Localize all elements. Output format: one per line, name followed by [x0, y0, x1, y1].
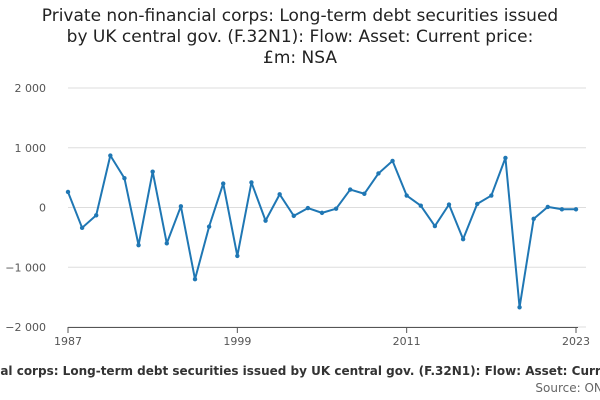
data-point: [150, 169, 155, 174]
y-tick-label: 1 000: [15, 142, 47, 155]
data-point: [291, 213, 296, 219]
data-point: [446, 202, 452, 207]
y-tick-label: 2 000: [15, 82, 47, 95]
legend-label: Private non-financial corps: Long-term d…: [0, 364, 600, 378]
data-point: [263, 218, 268, 223]
data-point: [489, 193, 494, 198]
chart-title: Private non-financial corps: Long-term d…: [0, 6, 600, 69]
y-tick-label: 0: [39, 202, 46, 215]
data-point: [164, 241, 169, 246]
data-point: [348, 187, 353, 192]
y-tick-label: −1 000: [5, 261, 46, 274]
data-point: [79, 225, 85, 231]
data-point: [108, 153, 113, 158]
data-point: [517, 305, 522, 310]
data-point: [277, 192, 282, 197]
x-tick-label: 1987: [54, 335, 82, 348]
data-point: [432, 223, 438, 229]
data-point: [221, 181, 226, 186]
data-point: [531, 216, 536, 222]
data-point: [503, 155, 508, 161]
chart-title-line-3: £m: NSA: [263, 48, 337, 68]
data-point: [178, 204, 184, 209]
data-point: [235, 253, 240, 259]
data-point: [545, 204, 550, 210]
data-point: [376, 171, 381, 176]
data-point: [418, 203, 423, 208]
data-point: [122, 176, 127, 181]
data-point: [249, 180, 254, 185]
chart-title-line-1: Private non-financial corps: Long-term d…: [41, 6, 559, 26]
data-point: [206, 224, 212, 229]
data-point: [305, 205, 311, 211]
source-label: Source: ONS: [535, 381, 600, 395]
data-point: [333, 206, 339, 211]
data-point: [573, 207, 579, 212]
data-point: [192, 277, 198, 282]
data-point: [65, 189, 71, 195]
legend: Private non-financial corps: Long-term d…: [0, 364, 600, 384]
data-point: [94, 213, 99, 218]
x-tick-label: 2023: [562, 335, 590, 348]
data-point: [390, 158, 395, 164]
x-tick-label: 2011: [393, 335, 421, 348]
data-point: [460, 236, 466, 242]
data-point: [362, 191, 367, 196]
data-point: [475, 201, 480, 207]
data-point: [136, 242, 141, 248]
data-point: [559, 207, 565, 212]
x-tick-label: 1999: [223, 335, 251, 348]
chart-title-line-2: by UK central gov. (F.32N1): Flow: Asset…: [66, 27, 534, 47]
data-point: [319, 210, 325, 216]
series-line: [67, 154, 576, 309]
y-tick-label: −2 000: [5, 321, 46, 334]
data-point: [404, 193, 409, 198]
